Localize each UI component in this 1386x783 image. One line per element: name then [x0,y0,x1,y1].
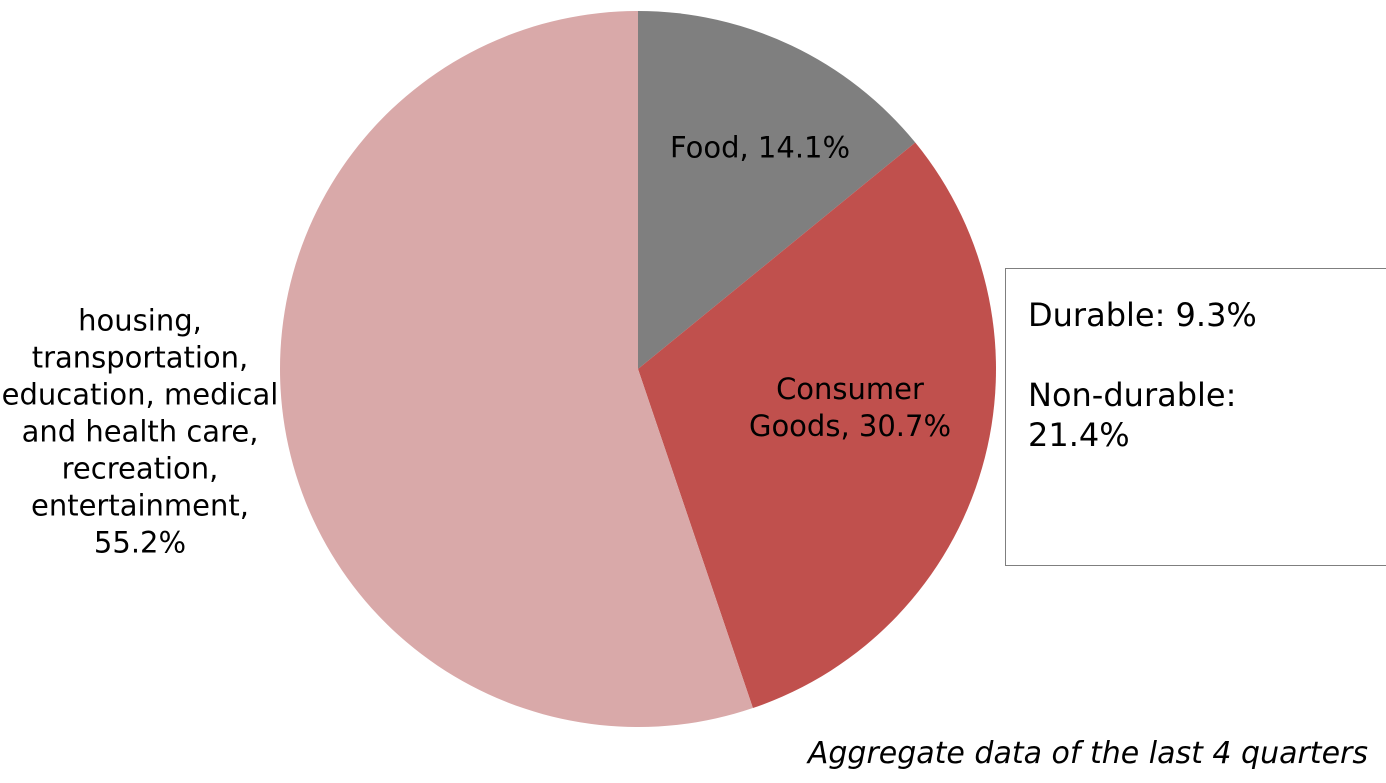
annotation-box: Durable: 9.3% Non-durable: 21.4% [1005,268,1386,566]
data-label: housing, transportation, education, medi… [1,303,279,560]
data-label: Food, 14.1% [669,130,851,165]
annotation: Durable: 9.3% [1028,296,1257,334]
footnote: Aggregate data of the last 4 quarters [807,736,1368,771]
pie-slice [638,11,916,369]
annotation: Non-durable: 21.4% [1028,376,1237,454]
pie-slice [638,142,996,709]
pie-slice [279,11,753,728]
data-label: Consumer Goods, 30.7% [748,372,952,443]
